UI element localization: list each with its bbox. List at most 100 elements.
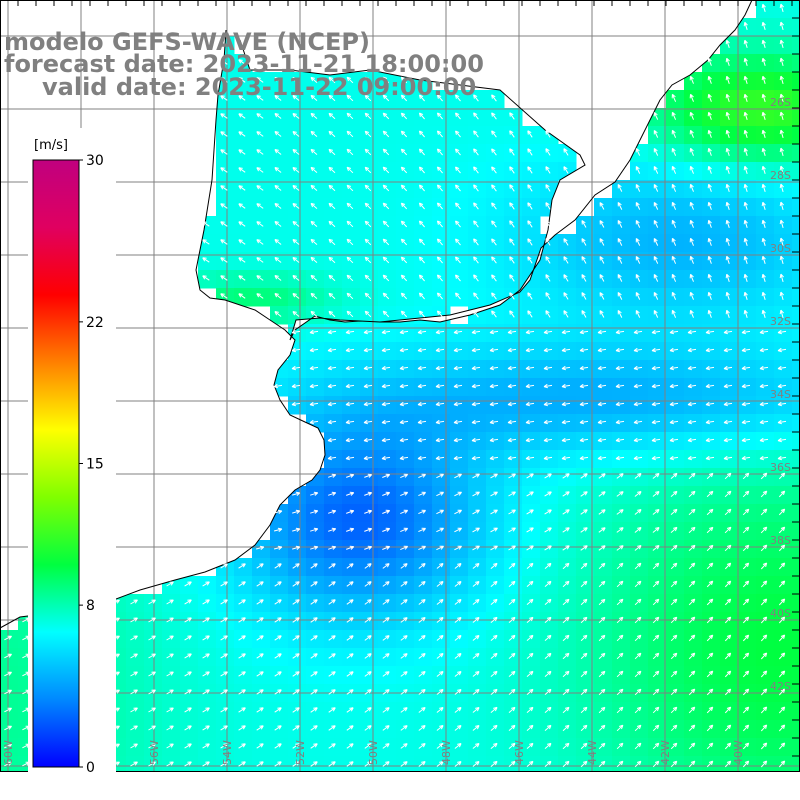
wind-arrow xyxy=(490,491,498,497)
wind-arrow xyxy=(617,310,623,318)
wind-arrow xyxy=(652,688,660,696)
wind-arrow xyxy=(346,238,354,246)
wind-arrow xyxy=(382,130,390,138)
wind-arrow xyxy=(635,166,641,174)
wind-arrow xyxy=(238,707,246,713)
wind-arrow xyxy=(472,671,480,677)
wind-arrow xyxy=(310,617,318,623)
lon-label: 48W xyxy=(440,740,453,765)
wind-arrow xyxy=(544,545,552,551)
wind-arrow xyxy=(399,437,409,443)
wind-arrow xyxy=(527,256,533,264)
wind-arrow xyxy=(777,383,787,389)
wind-arrow xyxy=(725,57,730,66)
lon-label: 44W xyxy=(586,740,599,765)
wind-arrow xyxy=(509,166,515,174)
wind-arrow xyxy=(309,401,319,407)
wind-arrow xyxy=(130,725,138,731)
wind-arrow xyxy=(310,238,318,245)
wind-arrow xyxy=(527,184,533,192)
wind-arrow xyxy=(670,508,678,515)
wind-arrow xyxy=(364,491,373,496)
wind-arrow xyxy=(292,149,300,155)
wind-arrow xyxy=(724,688,732,696)
wind-arrow xyxy=(742,670,750,678)
wind-arrow xyxy=(707,255,712,264)
wind-arrow xyxy=(292,95,300,101)
wind-arrow xyxy=(742,634,750,642)
wind-arrow xyxy=(580,742,588,750)
wind-arrow xyxy=(382,473,391,478)
wind-arrow xyxy=(238,239,246,245)
wind-arrow xyxy=(310,689,318,695)
wind-arrow xyxy=(761,309,766,318)
wind-arrow xyxy=(436,509,444,515)
wind-arrow xyxy=(580,527,588,533)
lat-label: 40S xyxy=(770,607,791,620)
wind-arrow xyxy=(653,148,659,156)
wind-arrow xyxy=(671,93,677,102)
wind-arrow xyxy=(382,707,390,713)
wind-arrow xyxy=(705,419,715,425)
wind-arrow xyxy=(382,292,390,300)
lon-label: 52W xyxy=(294,740,307,765)
wind-arrow xyxy=(580,706,588,714)
wind-arrow xyxy=(616,688,624,696)
wind-arrow xyxy=(471,401,481,407)
wind-arrow xyxy=(507,383,517,389)
wind-arrow xyxy=(689,183,694,192)
wind-arrow xyxy=(634,491,642,497)
wind-arrow xyxy=(489,455,499,461)
wind-arrow xyxy=(400,725,408,731)
wind-arrow xyxy=(526,706,534,713)
wind-arrow xyxy=(328,635,336,641)
wind-arrow xyxy=(184,743,192,749)
wind-arrow xyxy=(743,255,748,264)
wind-arrow xyxy=(346,653,354,659)
wind-arrow xyxy=(634,688,642,696)
wind-arrow xyxy=(238,185,246,191)
wind-arrow xyxy=(689,219,694,228)
wind-arrow xyxy=(599,256,605,264)
wind-arrow xyxy=(777,437,787,443)
wind-arrow xyxy=(310,581,318,587)
wind-arrow xyxy=(400,238,408,246)
wind-arrow xyxy=(778,652,786,660)
wind-arrow xyxy=(328,725,336,731)
wind-arrow xyxy=(491,292,497,300)
wind-arrow xyxy=(706,652,714,660)
wind-arrow xyxy=(328,130,336,138)
wind-arrow xyxy=(256,581,264,587)
wind-arrow xyxy=(777,347,787,353)
wind-arrow xyxy=(689,291,694,300)
wind-arrow xyxy=(706,742,714,750)
wind-arrow xyxy=(328,310,336,318)
wind-arrow xyxy=(670,706,678,714)
wind-arrow xyxy=(509,292,515,300)
wind-arrow xyxy=(364,725,372,731)
wind-arrow xyxy=(598,652,606,660)
wind-arrow xyxy=(761,291,766,300)
wind-arrow xyxy=(346,743,354,749)
wind-arrow xyxy=(454,563,462,569)
wind-arrow xyxy=(436,148,443,156)
wind-arrow xyxy=(651,455,661,461)
wind-arrow xyxy=(455,94,461,102)
wind-arrow xyxy=(760,652,768,660)
wind-arrow xyxy=(328,148,336,156)
wind-arrow xyxy=(616,634,624,642)
wind-arrow xyxy=(741,365,751,371)
wind-arrow xyxy=(741,347,751,353)
wind-arrow xyxy=(688,526,696,534)
wind-arrow xyxy=(742,688,750,696)
wind-arrow xyxy=(761,21,766,30)
wind-arrow xyxy=(328,473,337,478)
wind-arrow xyxy=(436,707,444,713)
wind-arrow xyxy=(653,238,659,246)
wind-arrow xyxy=(220,671,228,677)
wind-arrow xyxy=(364,617,372,623)
wind-arrow xyxy=(184,761,192,767)
wind-arrow xyxy=(472,761,480,767)
wind-arrow xyxy=(310,166,318,173)
wind-arrow xyxy=(292,743,300,749)
